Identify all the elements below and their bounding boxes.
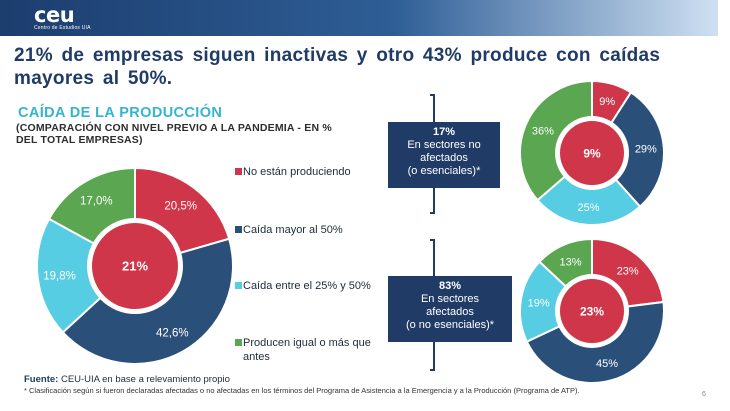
legend-swatch-green — [235, 339, 242, 346]
legend-item-drop-25-50: Caída entre el 25% y 50% — [235, 279, 378, 293]
donut-center-label: 23% — [580, 304, 604, 318]
box-line: (o no esenciales)* — [405, 319, 495, 331]
box-line: (o esenciales)* — [407, 165, 481, 177]
legend-label: Caída mayor al 50% — [243, 224, 343, 236]
slice-drop-25-50 — [36, 217, 137, 334]
box-line: afectados — [420, 152, 468, 164]
donut-center — [560, 279, 624, 343]
page-number: 6 — [702, 391, 706, 398]
slice-label-not-producing: 9% — [599, 96, 615, 108]
slice-label-drop-over-50: 42,6% — [156, 327, 189, 339]
unaffected-donut-chart: 9% 29% 25% 36% 9% — [519, 79, 665, 226]
legend-label: Caída entre el 25% y 50% — [243, 280, 371, 292]
section-title: CAÍDA DE LA PRODUCCIÓN — [18, 105, 223, 121]
legend-swatch-cyan — [235, 282, 242, 289]
legend-item-same-or-more: Producen igual o más que antes — [235, 336, 378, 364]
ceu-logo: ceu Centro de Estudios UIA — [34, 3, 91, 32]
donut-center — [560, 121, 624, 185]
page-title: 21% de empresas siguen inactivas y otro … — [14, 45, 661, 89]
logo-text: ceu — [34, 3, 75, 27]
slice-label-not-producing: 20,5% — [164, 200, 197, 212]
section-subtitle: (COMPARACIÓN CON NIVEL PREVIO A LA PANDE… — [16, 122, 332, 146]
donut-center — [92, 223, 178, 309]
slice-label-drop-over-50: 45% — [596, 358, 618, 370]
source-note: Fuente: CEU-UIA en base a relevamiento p… — [24, 374, 230, 385]
slice-drop-25-50 — [519, 260, 594, 343]
slice-label-drop-25-50: 19,8% — [43, 270, 76, 282]
box-line: En sectores — [420, 293, 480, 305]
slice-label-drop-over-50: 29% — [635, 144, 657, 156]
slice-label-not-producing: 23% — [617, 265, 639, 277]
footnote: * Clasificación según si fueron declarad… — [24, 386, 580, 395]
main-donut-chart: 20,5% 42,6% 19,8% 17,0% 21% — [36, 166, 234, 365]
header-bar: ceu Centro de Estudios UIA — [0, 0, 718, 36]
donut-center-label: 9% — [583, 146, 601, 160]
slice-same-or-more — [519, 79, 593, 202]
slice-label-drop-25-50: 25% — [578, 202, 600, 214]
box-line: afectados — [426, 306, 474, 318]
slice-label-same-or-more: 13% — [560, 256, 582, 268]
box-pct: 17% — [432, 126, 456, 138]
slice-label-same-or-more: 17,0% — [80, 196, 113, 208]
slice-label-drop-25-50: 19% — [528, 298, 550, 310]
logo-subtitle: Centro de Estudios UIA — [34, 25, 91, 31]
box-line: En sectores no — [407, 139, 481, 151]
legend-item-not-producing: No están produciendo — [235, 165, 378, 179]
legend-label: No están produciendo — [243, 166, 351, 178]
unaffected-sectors-box: 17% En sectores no afectados (o esencial… — [388, 122, 500, 188]
slice-label-same-or-more: 36% — [532, 126, 554, 138]
legend-item-drop-over-50: Caída mayor al 50% — [235, 223, 378, 237]
source-label: Fuente: — [24, 374, 59, 385]
donut-center-label: 21% — [122, 259, 148, 274]
source-text: CEU-UIA en base a relevamiento propio — [60, 374, 230, 385]
box-pct: 83% — [438, 280, 462, 292]
legend-swatch-navy — [235, 226, 242, 233]
affected-sectors-box: 83% En sectores afectados (o no esencial… — [388, 276, 512, 342]
affected-donut-chart: 23% 45% 19% 13% 23% — [519, 237, 665, 384]
legend-label: Producen igual o más que antes — [243, 337, 371, 363]
legend-swatch-red — [235, 168, 242, 175]
